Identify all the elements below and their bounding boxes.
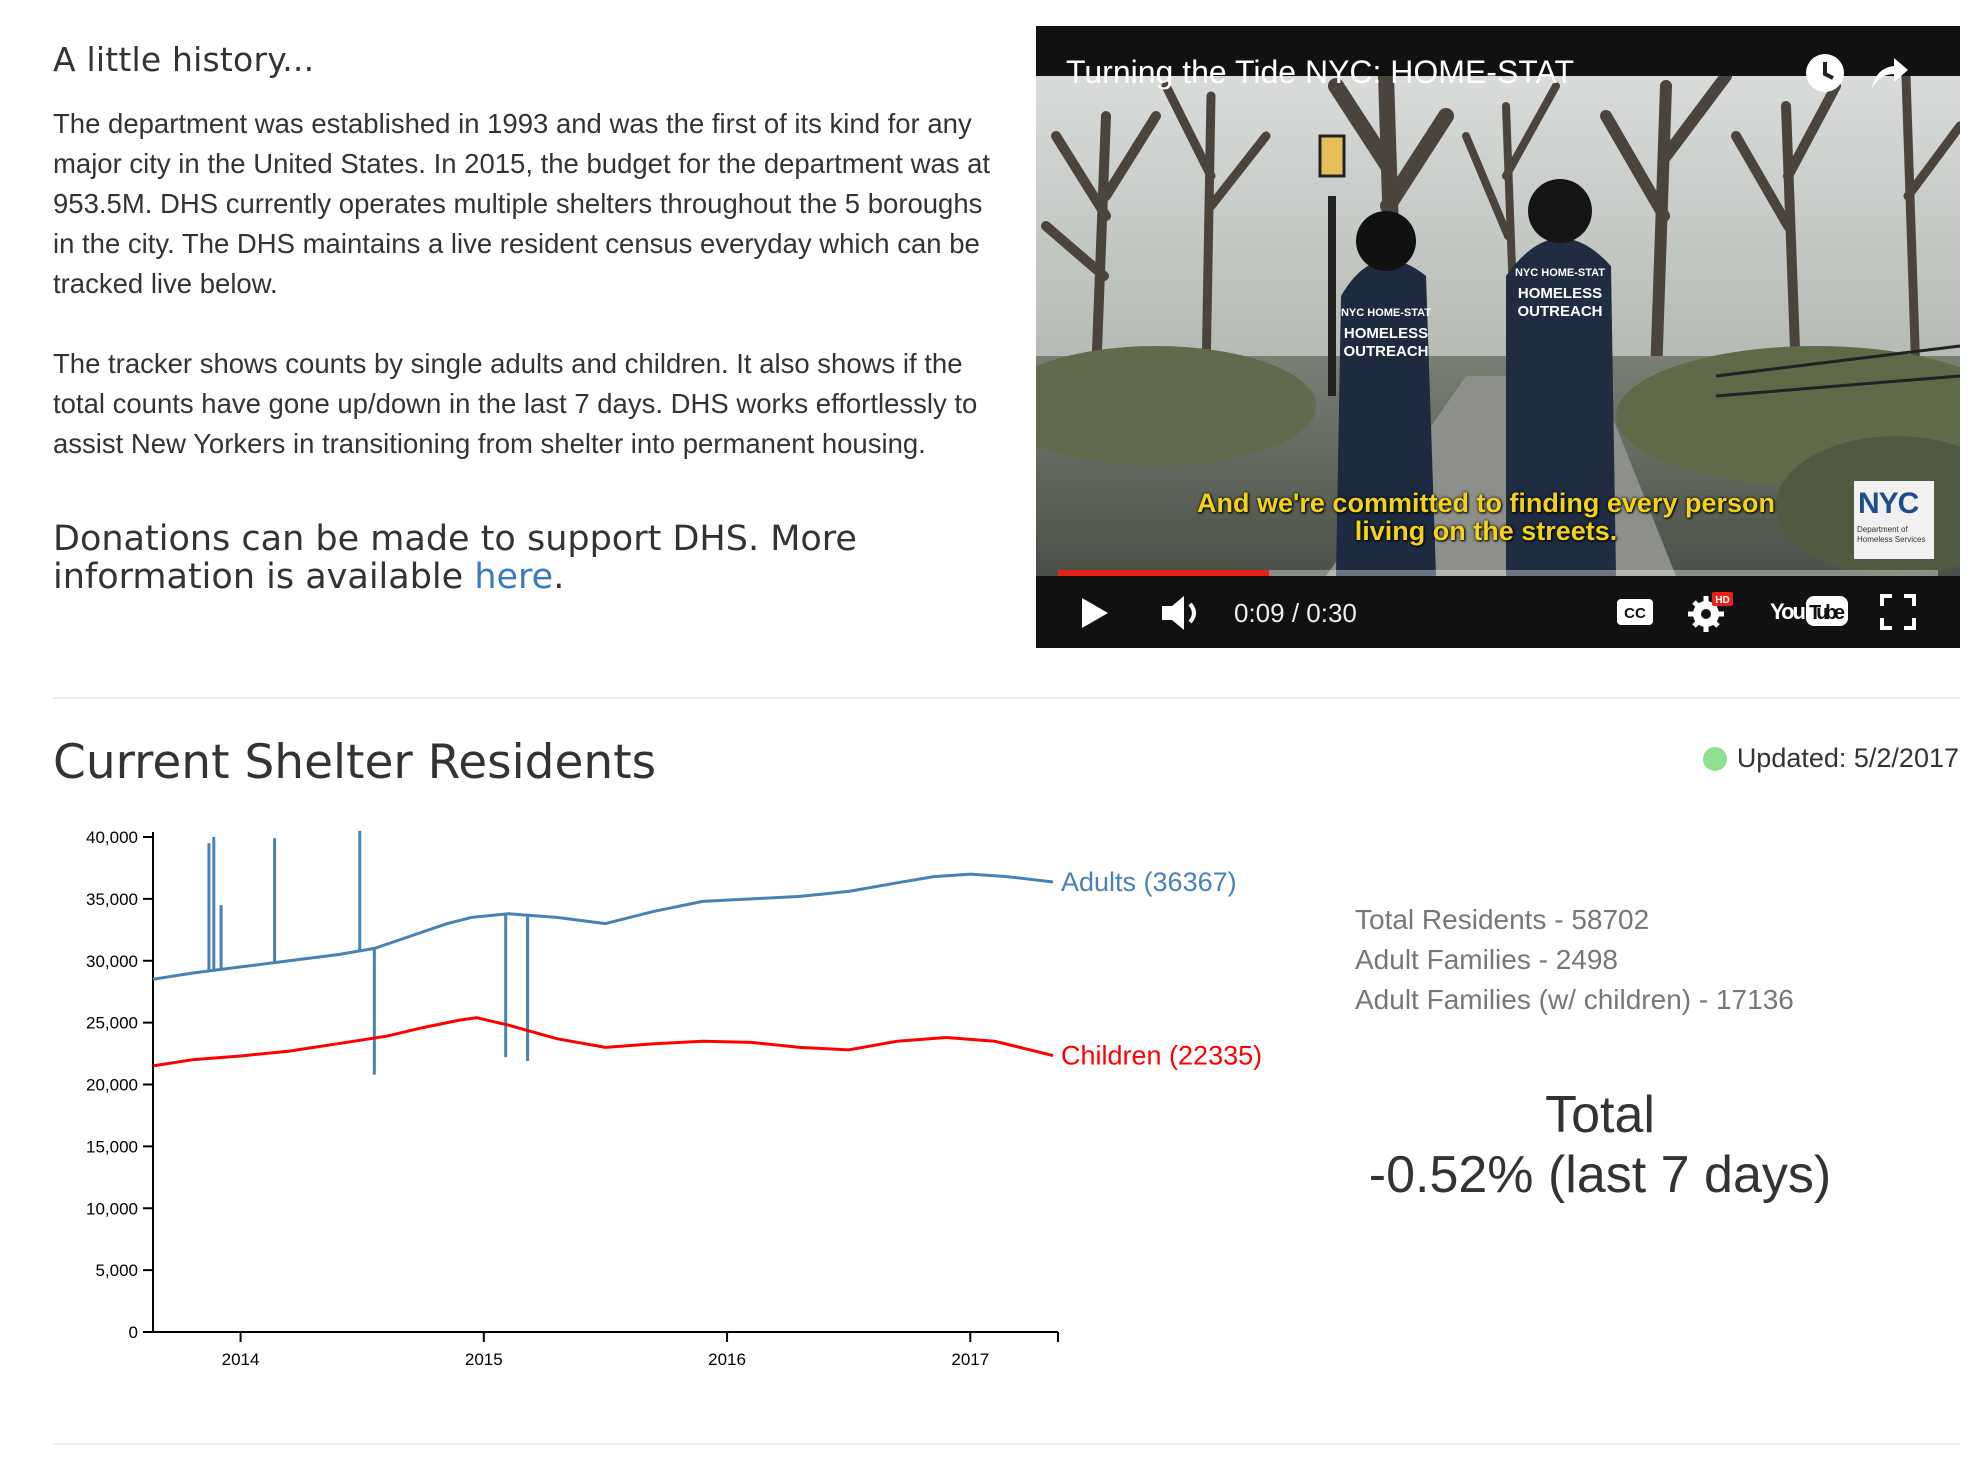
chart-lines	[152, 830, 1054, 1075]
jacket-text-left-2: HOMELESS	[1344, 325, 1428, 342]
stats-panel: Total Residents - 58702 Adult Families -…	[1355, 900, 1794, 1020]
y-tick-label: 10,000	[86, 1199, 138, 1218]
history-heading: A little history...	[53, 40, 315, 79]
donation-text: Donations can be made to support DHS. Mo…	[53, 520, 953, 596]
fullscreen-icon[interactable]	[1880, 594, 1916, 630]
history-paragraph-2: The tracker shows counts by single adult…	[53, 348, 978, 459]
youtube-logo[interactable]: You Tube	[1770, 594, 1850, 628]
cc-icon[interactable]: CC	[1616, 598, 1654, 626]
updated-status: Updated: 5/2/2017	[1702, 743, 1959, 774]
jacket-text-left-3: OUTREACH	[1344, 343, 1429, 360]
shelter-title: Current Shelter Residents	[53, 735, 657, 790]
video-caption-line-2: living on the streets.	[1354, 516, 1618, 546]
jacket-text-right-1: NYC HOME-STAT	[1515, 267, 1605, 279]
settings-icon[interactable]: HD	[1686, 590, 1734, 632]
jacket-text-right-3: OUTREACH	[1518, 303, 1603, 320]
video-progress-bar[interactable]	[1058, 570, 1938, 576]
section-divider-bottom	[53, 1443, 1960, 1445]
adult-families-children-stat: Adult Families (w/ children) - 17136	[1355, 984, 1794, 1015]
cc-label: CC	[1624, 605, 1646, 622]
video-caption: And we're committed to finding every per…	[1136, 489, 1836, 545]
chart-labels: Adults (36367) Children (22335)	[1061, 867, 1262, 1071]
video-progress-fill	[1058, 570, 1270, 576]
total-change-value: -0.52% (last 7 days)	[1368, 1146, 1832, 1204]
shelter-residents-chart: 0 5,000 10,000 15,000 20,000 25,000 30,000 35,0…	[86, 828, 1262, 1369]
x-tick-label: 2015	[465, 1350, 503, 1369]
donation-text-body: Donations can be made to support DHS. Mo…	[53, 519, 857, 597]
nyc-logo-text: NYC	[1858, 487, 1919, 520]
chart-axes: 0 5,000 10,000 15,000 20,000 25,000 30,000 35,0…	[86, 828, 1059, 1369]
jacket-text-right-2: HOMELESS	[1518, 285, 1602, 302]
video-frame[interactable]: NYC HOME-STAT HOMELESS OUTREACH NYC HOME…	[1036, 76, 1960, 576]
share-icon[interactable]	[1866, 50, 1912, 96]
history-paragraph-1: The department was established in 1993 a…	[53, 108, 991, 299]
clock-icon[interactable]	[1802, 50, 1848, 96]
video-caption-line-1: And we're committed to finding every per…	[1196, 488, 1775, 518]
y-tick-label: 5,000	[95, 1261, 138, 1280]
nyc-dhs-logo: NYC Department of Homeless Services	[1854, 481, 1934, 559]
y-tick-label: 0	[129, 1323, 138, 1342]
y-tick-label: 40,000	[86, 828, 138, 847]
adult-families-stat: Adult Families - 2498	[1355, 944, 1619, 975]
series-line-adults	[152, 872, 1054, 981]
history-text: The department was established in 1993 a…	[53, 104, 993, 504]
volume-icon[interactable]	[1160, 594, 1204, 632]
x-tick-label: 2016	[708, 1350, 746, 1369]
hd-badge: HD	[1715, 595, 1729, 606]
section-divider-top	[53, 697, 1960, 699]
donation-link[interactable]: here	[474, 557, 554, 597]
video-title[interactable]: Turning the Tide NYC: HOME-STAT	[1066, 54, 1574, 90]
nyc-logo-subtext: Department of Homeless Services	[1857, 525, 1926, 544]
series-line-children	[152, 1016, 1054, 1068]
total-residents-stat: Total Residents - 58702	[1355, 904, 1650, 935]
x-tick-label: 2017	[951, 1350, 989, 1369]
y-tick-label: 20,000	[86, 1076, 138, 1095]
total-change: Total -0.52% (last 7 days)	[1355, 1085, 1845, 1205]
series-label-adults: Adults (36367)	[1061, 867, 1237, 897]
youtube-logo-tube: Tube	[1809, 602, 1845, 624]
series-label-children: Children (22335)	[1061, 1041, 1262, 1071]
donation-text-end: .	[553, 557, 565, 597]
total-change-label: Total	[1545, 1086, 1655, 1144]
video-player[interactable]: NYC HOME-STAT HOMELESS OUTREACH NYC HOME…	[1036, 26, 1960, 648]
y-tick-label: 15,000	[86, 1137, 138, 1156]
status-dot	[1702, 746, 1727, 771]
updated-text: Updated: 5/2/2017	[1736, 743, 1959, 773]
video-controls: 0:09 / 0:30 CC HD You	[1036, 578, 1960, 648]
y-tick-label: 30,000	[86, 952, 138, 971]
play-icon[interactable]	[1080, 596, 1110, 630]
video-time: 0:09 / 0:30	[1234, 598, 1357, 628]
x-tick-label: 2014	[222, 1350, 260, 1369]
jacket-text-left-1: NYC HOME-STAT	[1341, 307, 1431, 319]
y-tick-label: 25,000	[86, 1014, 138, 1033]
youtube-logo-you: You	[1770, 599, 1806, 624]
y-tick-label: 35,000	[86, 890, 138, 909]
